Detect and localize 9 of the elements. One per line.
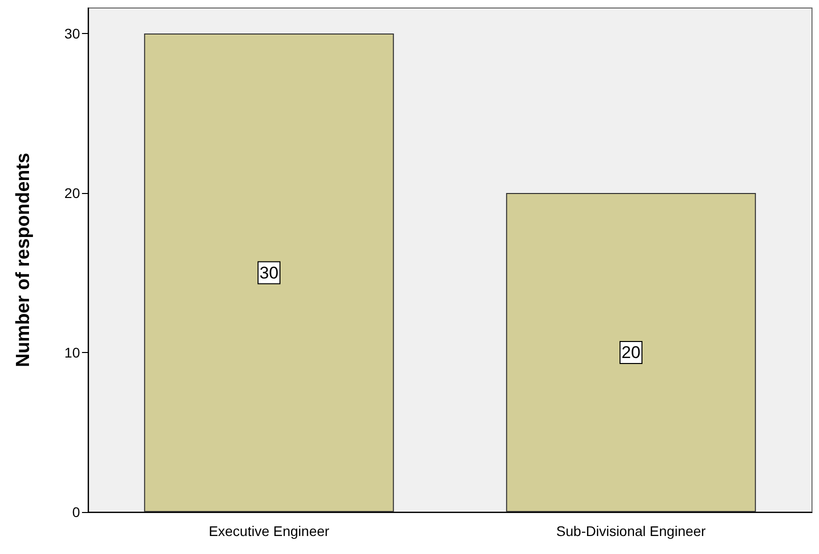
y-tick-label: 30 — [64, 26, 80, 42]
data-label: 30 — [260, 263, 278, 282]
y-tick-label: 0 — [72, 504, 80, 520]
x-tick-label: Executive Engineer — [208, 523, 330, 539]
y-axis-title: Number of respondents — [13, 152, 34, 368]
data-label: 20 — [622, 343, 640, 362]
y-tick-label: 10 — [64, 344, 80, 361]
y-tick-label: 20 — [64, 185, 80, 202]
x-tick-label: Sub-Divisional Engineer — [556, 523, 706, 539]
